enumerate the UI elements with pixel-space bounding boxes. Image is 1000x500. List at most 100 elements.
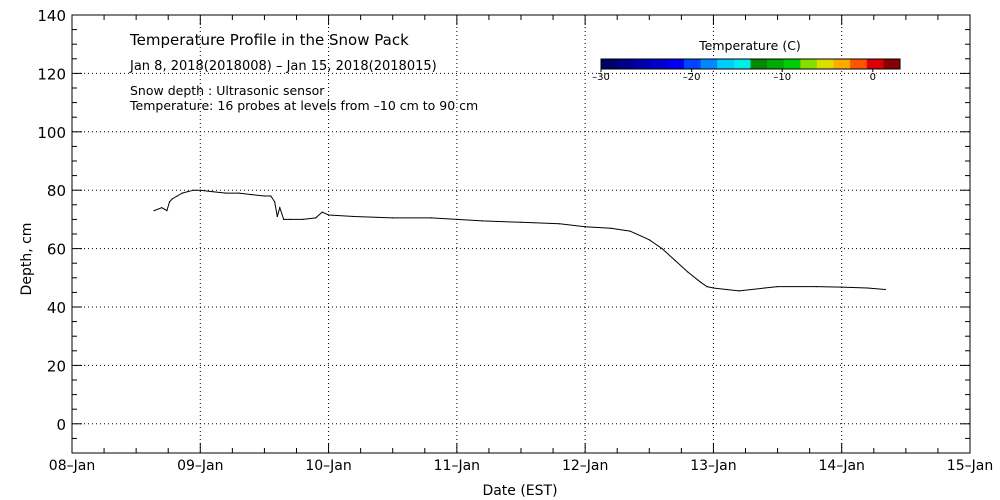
colorbar-cell <box>750 59 768 69</box>
colorbar-cell <box>767 59 785 69</box>
colorbar-cell <box>684 59 702 69</box>
colorbar-cell <box>783 59 801 69</box>
snow-depth-point <box>302 218 304 220</box>
snow-depth-point <box>661 248 663 250</box>
colorbar-cell <box>816 59 835 69</box>
chart-subtitle: Jan 8, 2018(2018008) – Jan 15, 2018(2018… <box>129 59 437 74</box>
colorbar-cell <box>634 59 652 69</box>
temperature-colorbar: Temperature (C) –30 –20 –10 0 <box>592 38 901 83</box>
x-tick-label: 13–Jan <box>690 458 736 474</box>
snow-depth-point <box>176 195 178 197</box>
x-tick-label: 09–Jan <box>177 458 223 474</box>
y-tick-label: 80 <box>47 182 66 200</box>
snow-depth-point <box>161 207 163 209</box>
chart-title: Temperature Profile in the Snow Pack <box>129 31 409 49</box>
snow-depth-point <box>738 290 740 292</box>
snow-depth-point <box>199 189 201 191</box>
snow-depth-point <box>884 288 886 291</box>
snow-depth-point <box>263 195 265 197</box>
y-axis-label: Depth, cm <box>19 223 35 296</box>
colorbar-cell <box>866 59 884 69</box>
snow-depth-point <box>674 259 676 261</box>
snow-depth-point <box>777 286 779 288</box>
x-tick-label: 10–Jan <box>305 458 351 474</box>
colorbar-frame <box>600 58 901 70</box>
colorbar-title: Temperature (C) <box>698 38 801 53</box>
snow-depth-point <box>706 286 708 288</box>
snow-depth-point <box>866 287 869 289</box>
snow-depth-point <box>764 287 766 289</box>
x-tick-label: 12–Jan <box>562 458 608 474</box>
colorbar-cell <box>850 59 868 69</box>
snow-depth-point <box>171 198 173 200</box>
snow-depth-point <box>166 210 168 212</box>
y-tick-label: 20 <box>47 357 66 375</box>
snow-depth-line <box>153 189 886 292</box>
colorbar-cell <box>800 59 818 69</box>
colorbar-tick-label: –30 <box>592 72 610 83</box>
snow-depth-point <box>520 221 522 223</box>
snow-depth-point <box>456 218 458 220</box>
colorbar-tick-label: 0 <box>870 72 876 83</box>
x-tick-label: 15–Jan <box>947 458 993 474</box>
x-tick-label: 11–Jan <box>434 458 480 474</box>
colorbar-ticks: –30 –20 –10 0 <box>592 69 876 83</box>
colorbar-cell <box>617 59 635 69</box>
colorbar-cell <box>883 59 901 69</box>
snow-depth-point <box>315 217 317 219</box>
snow-depth-point <box>725 288 727 291</box>
series-layer <box>153 189 886 292</box>
snow-depth-point <box>392 217 394 219</box>
snow-depth-point <box>648 239 650 241</box>
snow-depth-point <box>274 201 276 203</box>
snow-depth-point <box>629 230 631 232</box>
snow-depth-point <box>279 207 281 209</box>
x-tick-labels: 08–Jan 09–Jan 10–Jan 11–Jan 12–Jan 13–Jan 14–J… <box>49 458 993 474</box>
grid-lines <box>72 15 970 453</box>
y-tick-labels: 0 20 40 60 80 100 120 140 <box>37 7 66 434</box>
snow-depth-point <box>168 201 171 203</box>
snow-depth-point <box>270 195 272 197</box>
snow-depth-point <box>193 189 195 191</box>
snow-depth-point <box>700 281 702 283</box>
y-tick-label: 140 <box>37 7 66 25</box>
colorbar-tick-label: –20 <box>683 72 701 83</box>
colorbar-cell <box>601 59 619 69</box>
colorbar-tick-label: –10 <box>773 72 791 83</box>
colorbar-cells <box>601 59 901 69</box>
snow-depth-point <box>841 286 843 288</box>
snow-depth-point <box>212 191 214 193</box>
snow-depth-point <box>283 218 285 220</box>
colorbar-cell <box>833 59 851 69</box>
snow-depth-point <box>712 287 715 289</box>
snow-depth-point <box>353 215 355 218</box>
x-axis-label: Date (EST) <box>482 483 557 499</box>
axis-ticks <box>71 14 971 454</box>
plot-frame <box>71 14 971 454</box>
x-tick-label: 08–Jan <box>49 458 95 474</box>
snow-depth-point <box>276 215 278 218</box>
snow-depth-point <box>584 226 586 228</box>
colorbar-cell <box>717 59 735 69</box>
snow-depth-point <box>815 286 817 288</box>
snow-depth-point <box>153 210 155 212</box>
snow-depth-point <box>251 194 253 196</box>
annotation-sensor: Snow depth : Ultrasonic sensor <box>130 83 325 98</box>
snow-depth-point <box>558 223 561 225</box>
snow-depth-point <box>687 271 689 273</box>
y-tick-label: 0 <box>56 416 66 434</box>
x-tick-label: 14–Jan <box>819 458 865 474</box>
snow-depth-point <box>181 192 183 194</box>
snow-depth-point <box>225 192 227 194</box>
snow-depth-point <box>238 192 240 194</box>
snow-depth-point <box>321 211 323 213</box>
annotation-probes: Temperature: 16 probes at levels from –1… <box>129 98 478 113</box>
colorbar-cell <box>667 59 685 69</box>
colorbar-cell <box>650 59 668 69</box>
y-tick-label: 100 <box>37 124 66 142</box>
colorbar-cell <box>733 59 751 69</box>
snow-depth-point <box>481 220 484 222</box>
snow-depth-point <box>328 214 330 216</box>
y-tick-label: 60 <box>47 241 66 259</box>
